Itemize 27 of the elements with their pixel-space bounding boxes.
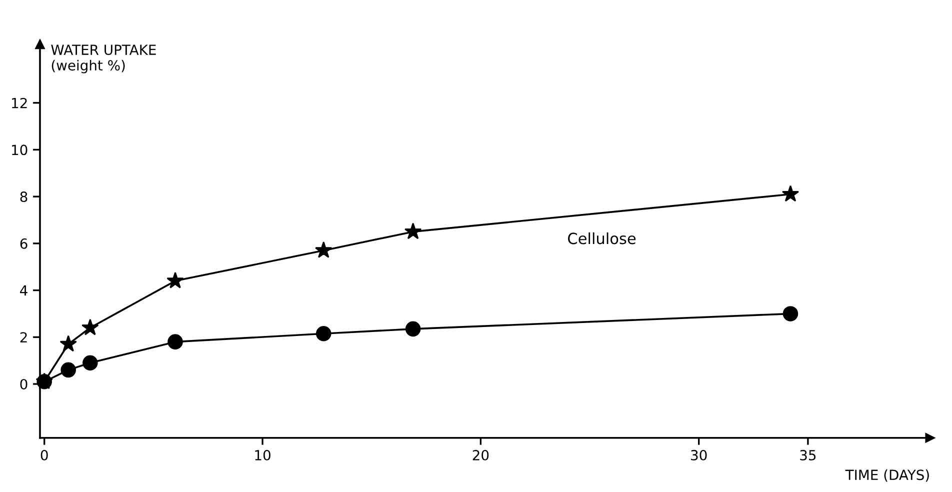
point [60, 362, 76, 378]
point [405, 321, 421, 337]
point [314, 241, 332, 258]
y-tick-label: 8 [20, 192, 28, 202]
x-tick-label: 35 [800, 450, 816, 460]
y-tick-label: 4 [20, 285, 28, 296]
y-tick-label: 12 [12, 98, 27, 108]
y-tick-label: 10 [12, 144, 28, 156]
x-tick-label: 30 [691, 450, 707, 460]
y-axis-title: WATER UPTAKE (weight %) [51, 44, 156, 74]
y-tick-label: 2 [20, 332, 27, 342]
point [82, 355, 98, 371]
point [166, 272, 184, 288]
point [60, 335, 77, 352]
point [782, 185, 800, 202]
point [82, 318, 99, 336]
y-tick-label: 0 [20, 378, 28, 390]
x-tick-label: 20 [472, 450, 489, 460]
point [168, 334, 183, 350]
x-axis-title: TIME (DAYS) [845, 469, 929, 482]
point [782, 306, 798, 322]
point [316, 326, 332, 342]
x-tick-label: 10 [255, 450, 270, 460]
x-tick-label: 0 [40, 450, 48, 460]
point [404, 222, 422, 240]
series-label: Cellulose [568, 232, 636, 244]
y-tick-label: 6 [20, 238, 28, 249]
